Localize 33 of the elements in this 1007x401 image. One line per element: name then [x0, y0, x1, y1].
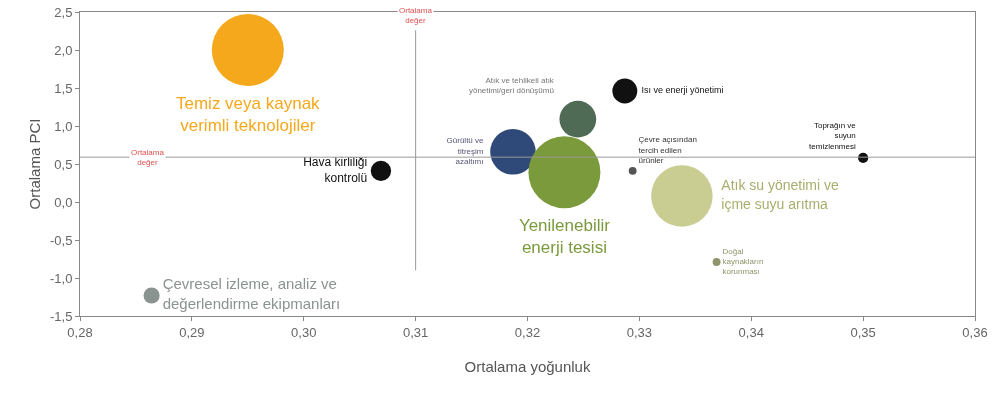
- x-tick-label: 0,31: [402, 324, 429, 340]
- y-tick-label: -0,5: [49, 232, 73, 248]
- y-tick-label: 0,0: [54, 194, 73, 210]
- series-label: Doğal kaynakların korunması: [722, 246, 764, 277]
- series-label: Isı ve enerji yönetimi: [641, 85, 724, 96]
- y-tick-label: 2,5: [54, 4, 73, 20]
- y-axis-title: Ortalama PCI: [26, 118, 43, 210]
- x-tick-label: 0,30: [291, 324, 317, 340]
- y-tick-label: 1,0: [54, 118, 73, 134]
- x-tick-label: 0,36: [962, 324, 988, 340]
- x-tick-label: 0,34: [738, 324, 764, 340]
- series-label: Atık ve tehlikeli atık yönetimi/geri dönüşümü: [468, 75, 555, 96]
- x-tick-label: 0,32: [514, 324, 541, 340]
- series-label: Çevresel izleme, analiz ve değerlendirme ekipmanları: [162, 275, 341, 312]
- y-tick-label: 1,5: [54, 80, 73, 96]
- series-label: Hava kirliliği kontrolü: [303, 155, 368, 185]
- series-label: Temiz veya kaynak verimli teknolojiler: [176, 93, 321, 135]
- series-label: Yenilenebilir enerji tesisi: [518, 216, 611, 258]
- x-tick-label: 0,33: [626, 324, 653, 340]
- x-tick-label: 0,35: [850, 324, 876, 340]
- x-tick-label: 0,28: [67, 324, 93, 340]
- x-axis-title: Ortalama yoğunluk: [464, 357, 591, 375]
- series-label: Gürültü ve titreşim azaltımı: [446, 136, 485, 167]
- series-label: Toprağın ve suyun temizlenmesi: [809, 120, 857, 151]
- ref-line-label: Ortalama değer: [131, 148, 165, 168]
- series-label: Atık su yönetimi ve içme suyu arıtma: [721, 177, 840, 212]
- y-tick-label: -1,0: [49, 270, 73, 286]
- y-tick-label: -1,5: [49, 308, 73, 324]
- ref-line-label: Ortalama değer: [399, 6, 433, 26]
- y-tick-label: 0,5: [54, 156, 73, 172]
- x-tick-label: 0,29: [179, 324, 205, 340]
- y-tick-label: 2,0: [54, 42, 73, 58]
- series-label: Çevre açısından tercih edilen ürünler: [638, 135, 697, 165]
